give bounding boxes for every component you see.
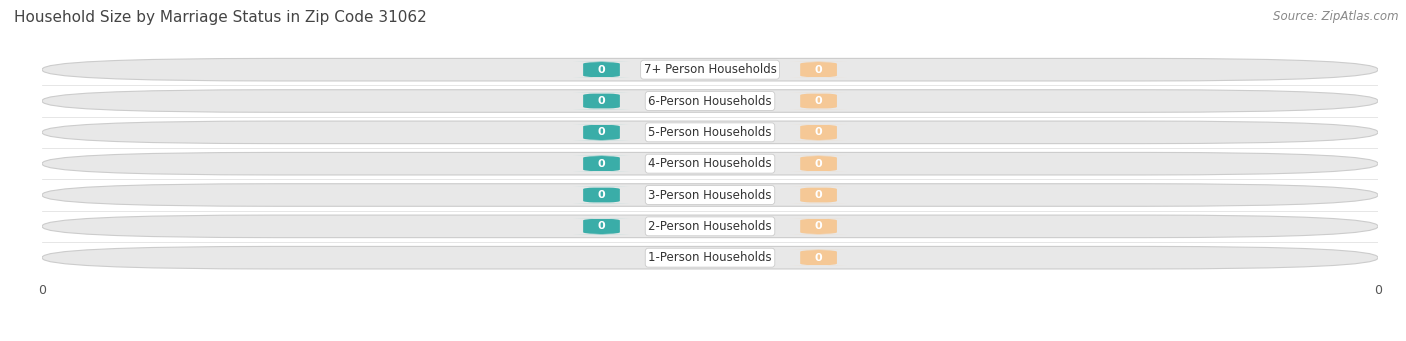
Text: 0: 0 [814,159,823,169]
FancyBboxPatch shape [790,218,846,235]
FancyBboxPatch shape [790,124,846,140]
FancyBboxPatch shape [42,247,1378,269]
Text: 0: 0 [598,127,606,137]
FancyBboxPatch shape [42,90,1378,112]
FancyBboxPatch shape [42,215,1378,238]
Text: Household Size by Marriage Status in Zip Code 31062: Household Size by Marriage Status in Zip… [14,10,427,25]
Text: 0: 0 [598,190,606,200]
FancyBboxPatch shape [574,62,630,78]
FancyBboxPatch shape [42,152,1378,175]
FancyBboxPatch shape [42,121,1378,144]
Text: 6-Person Households: 6-Person Households [648,94,772,107]
Text: 0: 0 [814,253,823,263]
Text: 0: 0 [598,159,606,169]
Text: 0: 0 [598,221,606,231]
Text: 0: 0 [814,221,823,231]
Text: 5-Person Households: 5-Person Households [648,126,772,139]
FancyBboxPatch shape [790,62,846,78]
FancyBboxPatch shape [42,58,1378,81]
Text: 7+ Person Households: 7+ Person Households [644,63,776,76]
Text: 1-Person Households: 1-Person Households [648,251,772,264]
Text: 0: 0 [598,65,606,75]
Text: 0: 0 [814,65,823,75]
FancyBboxPatch shape [574,124,630,140]
FancyBboxPatch shape [790,93,846,109]
FancyBboxPatch shape [790,187,846,203]
Text: 0: 0 [814,96,823,106]
FancyBboxPatch shape [574,187,630,203]
Text: 3-Person Households: 3-Person Households [648,189,772,202]
Text: 0: 0 [598,96,606,106]
FancyBboxPatch shape [42,184,1378,206]
Text: 0: 0 [814,190,823,200]
Text: 2-Person Households: 2-Person Households [648,220,772,233]
FancyBboxPatch shape [790,250,846,266]
FancyBboxPatch shape [790,155,846,172]
Text: Source: ZipAtlas.com: Source: ZipAtlas.com [1274,10,1399,23]
Text: 0: 0 [814,127,823,137]
FancyBboxPatch shape [574,218,630,235]
Text: 4-Person Households: 4-Person Households [648,157,772,170]
FancyBboxPatch shape [574,93,630,109]
FancyBboxPatch shape [574,155,630,172]
